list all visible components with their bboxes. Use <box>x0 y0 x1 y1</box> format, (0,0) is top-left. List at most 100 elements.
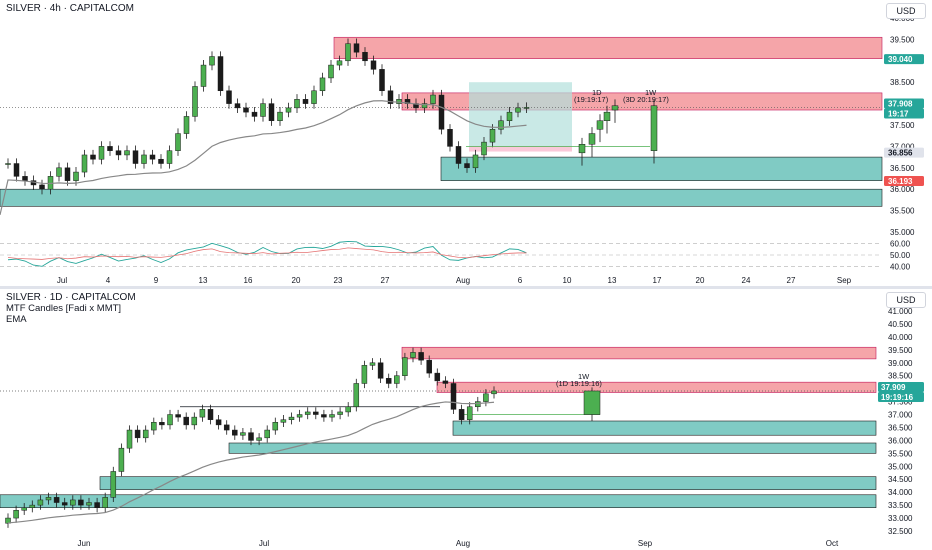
chart-pane-1d[interactable]: 41.00040.50040.00039.50039.00038.50038.0… <box>0 289 932 550</box>
candle-body <box>232 429 238 436</box>
candle-body <box>248 432 254 441</box>
candle-body <box>56 167 62 177</box>
x-tick-label: 9 <box>154 276 159 285</box>
candle-body <box>285 107 292 113</box>
mtf-candle-body <box>583 390 601 415</box>
rsi-ma-line <box>7 247 527 260</box>
candle-body <box>515 107 521 113</box>
y-tick-label: 37.000 <box>890 142 915 151</box>
y-tick-label: 35.000 <box>888 462 913 471</box>
candle-body <box>175 133 181 151</box>
x-tick-label: 20 <box>292 276 301 285</box>
candle-body <box>385 378 392 384</box>
candle-body <box>5 517 11 524</box>
price-tag-label: 19:19:16 <box>881 393 914 402</box>
y-tick-label: 37.500 <box>888 398 913 407</box>
candle-body <box>94 502 100 508</box>
candle-body <box>377 362 384 379</box>
candle-body <box>98 146 105 160</box>
mtf-timer-1d: (19:19:17) <box>574 95 609 104</box>
price-tag-label: 37.909 <box>881 383 906 392</box>
candle-body <box>256 437 262 441</box>
currency-button-bottom[interactable]: USD <box>886 292 926 308</box>
candle-body <box>438 94 445 130</box>
candle-body <box>369 362 376 366</box>
rsi-tick-label: 40.00 <box>890 262 911 271</box>
candle-body <box>45 497 52 501</box>
x-tick-label: 27 <box>381 276 390 285</box>
demand-zone <box>0 188 883 207</box>
indicator-mtf-candles[interactable]: MTF Candles [Fadi x MMT] <box>6 303 122 314</box>
mtf-candle-body <box>611 105 619 111</box>
candle-body <box>272 422 279 431</box>
candle-body <box>410 352 416 358</box>
candle-body <box>199 409 206 418</box>
price-tag <box>878 392 924 403</box>
x-tick-label: Sep <box>837 276 852 285</box>
y-tick-label: 35.000 <box>890 228 915 237</box>
candle-body <box>166 150 173 164</box>
candle-body <box>336 60 343 66</box>
candle-body <box>192 86 198 117</box>
currency-button-top[interactable]: USD <box>886 3 926 19</box>
candle-body <box>450 383 457 410</box>
candle-body <box>134 429 141 439</box>
price-tag-label: 36.193 <box>888 177 913 186</box>
pane-separator[interactable] <box>0 286 932 289</box>
chart-pane-4h[interactable]: 40.00039.50039.00038.50038.00037.50037.0… <box>0 0 932 286</box>
x-tick-label: Oct <box>826 539 839 548</box>
candle-body <box>191 416 198 426</box>
candle-body <box>430 94 436 104</box>
candle-body <box>90 154 96 160</box>
chart-4h-canvas[interactable]: 40.00039.50039.00038.50038.00037.50037.0… <box>0 0 932 286</box>
y-tick-label: 40.500 <box>888 320 913 329</box>
candle-body <box>361 365 368 384</box>
candle-body <box>396 99 402 104</box>
candle-body <box>379 69 385 92</box>
x-tick-label: Aug <box>456 539 470 548</box>
demand-zone <box>452 420 877 436</box>
x-tick-label: 13 <box>608 276 617 285</box>
y-tick-label: 38.500 <box>890 78 915 87</box>
indicator-ema[interactable]: EMA <box>6 314 27 325</box>
mtf-label-1w: 1W <box>578 372 590 381</box>
candle-body <box>175 414 181 418</box>
price-tag-label: 37.908 <box>888 100 913 109</box>
candle-body <box>426 359 432 374</box>
y-tick-label: 33.500 <box>888 501 913 510</box>
mtf-candle-body <box>650 105 658 151</box>
y-tick-label: 39.500 <box>888 346 913 355</box>
x-tick-label: 16 <box>244 276 253 285</box>
price-tag <box>884 98 924 109</box>
candle-body <box>489 129 496 143</box>
x-tick-label: 17 <box>653 276 662 285</box>
candle-body <box>226 90 232 104</box>
candle-body <box>345 406 351 413</box>
candle-body <box>288 416 295 420</box>
candle-body <box>421 103 428 109</box>
y-tick-label: 36.500 <box>888 423 913 432</box>
candle-body <box>159 422 165 426</box>
y-tick-label: 41.000 <box>888 307 913 316</box>
candle-body <box>61 502 68 506</box>
candle-body <box>110 471 117 498</box>
candle-body <box>362 51 368 62</box>
candle-body <box>22 176 28 181</box>
demand-zone <box>99 476 877 490</box>
y-tick-label: 33.000 <box>888 514 913 523</box>
candle-body <box>78 499 84 506</box>
x-tick-label: 23 <box>334 276 343 285</box>
candle-body <box>183 116 190 134</box>
price-tag <box>884 175 924 186</box>
candle-body <box>132 150 139 164</box>
demand-zone <box>228 442 877 454</box>
y-tick-label: 40.000 <box>888 333 913 342</box>
candle-body <box>21 507 27 511</box>
candle-body <box>313 411 319 415</box>
chart-1d-canvas[interactable]: 41.00040.50040.00039.50039.00038.50038.0… <box>0 289 932 550</box>
y-tick-label: 36.500 <box>890 164 915 173</box>
candle-body <box>118 447 125 472</box>
price-tag-label: 39.040 <box>888 55 913 64</box>
y-tick-label: 36.000 <box>888 436 913 445</box>
y-tick-label: 34.500 <box>888 475 913 484</box>
